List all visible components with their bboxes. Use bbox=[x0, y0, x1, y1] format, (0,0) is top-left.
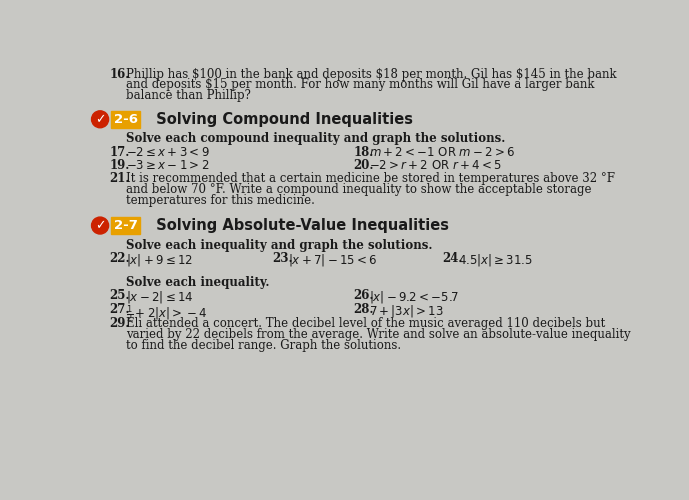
Text: ✓: ✓ bbox=[95, 113, 105, 126]
Text: $-2 \leq x + 3 < 9$: $-2 \leq x + 3 < 9$ bbox=[126, 146, 210, 159]
Text: $m + 2 < -1$ OR $m - 2 > 6$: $m + 2 < -1$ OR $m - 2 > 6$ bbox=[369, 146, 515, 159]
Text: balance than Phillip?: balance than Phillip? bbox=[126, 90, 251, 102]
Text: $|x - 2| \leq 14$: $|x - 2| \leq 14$ bbox=[126, 290, 194, 306]
FancyBboxPatch shape bbox=[111, 111, 141, 128]
Text: 28.: 28. bbox=[353, 304, 374, 316]
Text: temperatures for this medicine.: temperatures for this medicine. bbox=[126, 194, 316, 207]
Text: $\frac{1}{2} + 2|x| > -4$: $\frac{1}{2} + 2|x| > -4$ bbox=[126, 304, 207, 325]
Text: $7 + |3x| > 13$: $7 + |3x| > 13$ bbox=[369, 304, 444, 320]
Text: Solve each compound inequality and graph the solutions.: Solve each compound inequality and graph… bbox=[126, 132, 506, 145]
Text: $|x + 7| - 15 < 6$: $|x + 7| - 15 < 6$ bbox=[287, 252, 377, 268]
Text: It is recommended that a certain medicine be stored in temperatures above 32 °F: It is recommended that a certain medicin… bbox=[126, 172, 615, 186]
Text: 2-7: 2-7 bbox=[114, 219, 138, 232]
Text: 20.: 20. bbox=[353, 158, 374, 172]
Text: 22.: 22. bbox=[110, 252, 130, 266]
Text: varied by 22 decibels from the average. Write and solve an absolute-value inequa: varied by 22 decibels from the average. … bbox=[126, 328, 631, 341]
Text: Solve each inequality and graph the solutions.: Solve each inequality and graph the solu… bbox=[126, 238, 433, 252]
Text: Solving Compound Inequalities: Solving Compound Inequalities bbox=[146, 112, 413, 127]
Text: and below 70 °F. Write a compound inequality to show the acceptable storage: and below 70 °F. Write a compound inequa… bbox=[126, 183, 592, 196]
Text: Solve each inequality.: Solve each inequality. bbox=[126, 276, 270, 288]
Text: 21.: 21. bbox=[110, 172, 130, 186]
Text: Phillip has $100 in the bank and deposits $18 per month. Gil has $145 in the ban: Phillip has $100 in the bank and deposit… bbox=[126, 68, 617, 80]
Text: 25.: 25. bbox=[110, 290, 130, 302]
Text: Solving Absolute-Value Inequalities: Solving Absolute-Value Inequalities bbox=[146, 218, 449, 233]
Text: 24.: 24. bbox=[442, 252, 463, 266]
Text: 16.: 16. bbox=[110, 68, 130, 80]
Text: $-3 \geq x - 1 > 2$: $-3 \geq x - 1 > 2$ bbox=[126, 158, 210, 172]
Text: 26.: 26. bbox=[353, 290, 374, 302]
FancyBboxPatch shape bbox=[111, 217, 141, 234]
Text: 18.: 18. bbox=[353, 146, 374, 159]
Text: $4.5|x| \geq 31.5$: $4.5|x| \geq 31.5$ bbox=[458, 252, 533, 268]
Text: 17.: 17. bbox=[110, 146, 130, 159]
Text: 27.: 27. bbox=[110, 304, 130, 316]
Text: 29.: 29. bbox=[110, 317, 130, 330]
Circle shape bbox=[92, 111, 109, 128]
Text: 19.: 19. bbox=[110, 158, 130, 172]
Text: 2-6: 2-6 bbox=[114, 113, 138, 126]
Text: Eli attended a concert. The decibel level of the music averaged 110 decibels but: Eli attended a concert. The decibel leve… bbox=[126, 317, 606, 330]
Text: 23.: 23. bbox=[272, 252, 293, 266]
Circle shape bbox=[92, 217, 109, 234]
Text: to find the decibel range. Graph the solutions.: to find the decibel range. Graph the sol… bbox=[126, 338, 402, 351]
Text: $|x| - 9.2 < -5.7$: $|x| - 9.2 < -5.7$ bbox=[369, 290, 460, 306]
Text: and deposits $15 per month. For how many months will Gil have a larger bank: and deposits $15 per month. For how many… bbox=[126, 78, 595, 92]
Text: $-2 > r + 2$ OR $r + 4 < 5$: $-2 > r + 2$ OR $r + 4 < 5$ bbox=[369, 158, 502, 172]
Text: $|x| + 9 \leq 12$: $|x| + 9 \leq 12$ bbox=[126, 252, 194, 268]
Text: ✓: ✓ bbox=[95, 219, 105, 232]
